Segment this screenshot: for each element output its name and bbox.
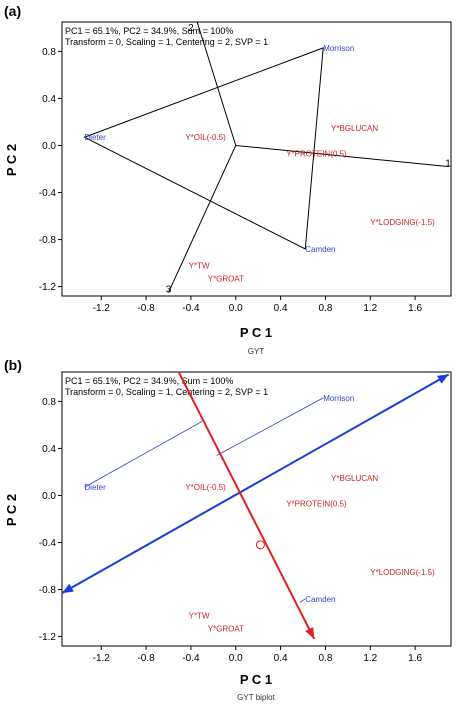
panel-b: (b) PC1 = 65.1%, PC2 = 34.9%, Sum = 100%… xyxy=(4,357,452,702)
x-tick-label: -0.4 xyxy=(182,303,200,314)
trait-label: Y*BGLUCAN xyxy=(331,124,378,133)
x-tick-label: -0.4 xyxy=(182,653,200,664)
genotype-label: Dieter xyxy=(84,133,106,142)
x-axis-caption: GYT xyxy=(248,347,265,356)
sector-label: 2 xyxy=(188,23,194,34)
y-tick-label: 0.8 xyxy=(42,47,56,58)
x-tick-label: 1.2 xyxy=(363,303,377,314)
arrowhead xyxy=(62,583,74,594)
plot-marks: Morrison Dieter Camden Y*BGLUCAN Y*OIL(-0.5)… xyxy=(62,374,449,639)
y-tick-label: 0.0 xyxy=(42,141,56,152)
trait-label: Y*TW xyxy=(189,261,210,270)
y-tick-label: -0.8 xyxy=(39,235,57,246)
aec-ordinate-arrow xyxy=(177,372,316,640)
plot-lines xyxy=(62,372,450,640)
projection-line xyxy=(216,397,324,456)
x-tick-label: 0.0 xyxy=(229,303,243,314)
trait-label: Y*LODGING(-1.5) xyxy=(370,218,435,227)
panel-label: (a) xyxy=(4,3,21,19)
polygon-hull xyxy=(83,47,324,250)
genotype-label: Morrison xyxy=(323,394,354,403)
x-tick-label: 0.8 xyxy=(318,653,332,664)
x-tick-label: 0.8 xyxy=(318,303,332,314)
sector-ray xyxy=(196,22,237,146)
plot-lines xyxy=(83,22,449,293)
ticks: -1.2 -0.8 -0.4 0.0 0.4 0.8 1.2 1.6 0.8 0.4 0.0 -0.4… xyxy=(39,397,423,664)
y-tick-label: -0.4 xyxy=(39,538,57,549)
trait-label: Y*GROAT xyxy=(208,274,244,283)
trait-label: Y*GROAT xyxy=(208,624,244,633)
ticks: -1.2 -0.8 -0.4 0.0 0.4 0.8 1.2 1.6 0.8 0.4 0.0 -0.4… xyxy=(39,47,423,314)
genotype-label: Dieter xyxy=(84,483,106,492)
projection-line xyxy=(84,421,203,488)
x-axis-caption: GYT biplot xyxy=(237,693,275,702)
info-line-1: PC1 = 65.1%, PC2 = 34.9%, Sum = 100% xyxy=(65,376,233,386)
info-line-2: Transform = 0, Scaling = 1, Centering = … xyxy=(65,387,268,397)
y-tick-label: 0.8 xyxy=(42,397,56,408)
average-environment-marker xyxy=(255,540,265,550)
x-tick-label: -1.2 xyxy=(93,653,111,664)
x-axis-title: P C 1 xyxy=(240,672,272,687)
projection-line xyxy=(299,598,306,603)
genotype-label: Morrison xyxy=(323,44,354,53)
genotype-label: Camden xyxy=(305,595,335,604)
x-tick-label: 0.4 xyxy=(274,303,288,314)
y-tick-label: 0.4 xyxy=(42,94,56,105)
trait-label: Y*PROTEIN(0.5) xyxy=(286,500,347,509)
arrowhead xyxy=(436,374,449,384)
y-axis-title: P C 2 xyxy=(4,144,19,176)
trait-label: Y*LODGING(-1.5) xyxy=(370,568,435,577)
y-tick-label: 0.0 xyxy=(42,491,56,502)
sector-ray xyxy=(235,144,449,168)
y-tick-label: 0.4 xyxy=(42,444,56,455)
sector-label: 3 xyxy=(166,284,172,295)
genotype-label: Camden xyxy=(305,245,335,254)
x-tick-label: 1.6 xyxy=(408,303,422,314)
aec-abscissa-arrow xyxy=(62,373,450,594)
x-tick-label: 0.4 xyxy=(274,653,288,664)
sector-label: 1 xyxy=(445,159,451,170)
info-line-2: Transform = 0, Scaling = 1, Centering = … xyxy=(65,37,268,47)
trait-label: Y*PROTEIN(0.5) xyxy=(286,150,347,159)
y-axis-title: P C 2 xyxy=(4,494,19,526)
plot-area-frame xyxy=(61,371,452,647)
y-tick-label: -0.4 xyxy=(39,188,57,199)
trait-label: Y*OIL(-0.5) xyxy=(185,133,226,142)
y-tick-label: -0.8 xyxy=(39,585,57,596)
x-tick-label: -0.8 xyxy=(137,303,155,314)
y-tick-label: -1.2 xyxy=(39,632,57,643)
sector-ray xyxy=(168,145,237,293)
panel-a: (a) PC1 = 65.1%, PC2 = 34.9%, Sum = 100%… xyxy=(4,3,452,356)
x-axis-title: P C 1 xyxy=(240,325,272,340)
plot-marks: 2 1 3 Morrison Dieter Camden Y*BGLUCAN Y*OIL(-0… xyxy=(84,23,451,295)
x-tick-label: -0.8 xyxy=(137,653,155,664)
x-tick-label: -1.2 xyxy=(93,303,111,314)
plot-area-frame xyxy=(61,21,452,297)
panel-label: (b) xyxy=(4,357,22,373)
trait-label: Y*TW xyxy=(189,611,210,620)
trait-label: Y*OIL(-0.5) xyxy=(185,483,226,492)
x-tick-label: 0.0 xyxy=(229,653,243,664)
x-tick-label: 1.6 xyxy=(408,653,422,664)
x-tick-label: 1.2 xyxy=(363,653,377,664)
trait-label: Y*BGLUCAN xyxy=(331,474,378,483)
info-line-1: PC1 = 65.1%, PC2 = 34.9%, Sum = 100% xyxy=(65,26,233,36)
y-tick-label: -1.2 xyxy=(39,282,57,293)
arrowhead xyxy=(305,627,315,639)
